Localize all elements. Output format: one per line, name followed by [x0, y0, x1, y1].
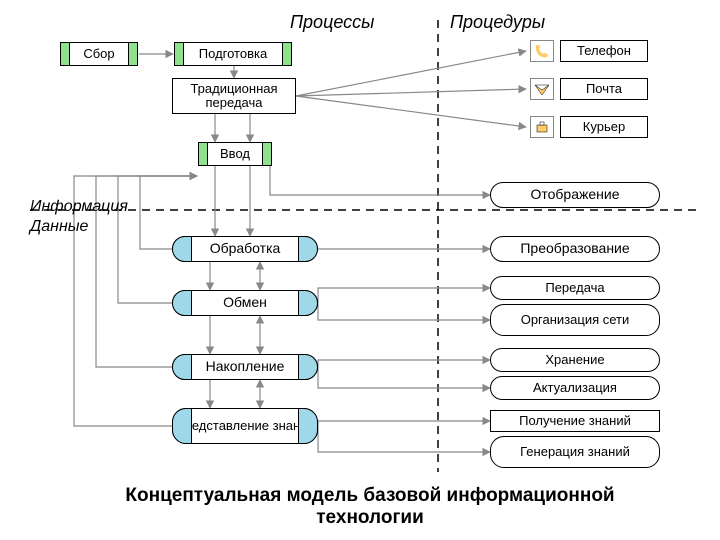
node-genznan: Генерация знаний	[490, 436, 660, 468]
node-peredacha: Передача	[490, 276, 660, 300]
arrow	[296, 96, 526, 127]
node-nakopl: Накопление	[172, 354, 318, 380]
node-obrabotka: Обработка	[172, 236, 318, 262]
node-pochta: Почта	[560, 78, 648, 100]
label-processes: Процессы	[290, 12, 374, 33]
arrow	[318, 421, 490, 426]
arrow	[318, 360, 490, 367]
label-data: Данные	[30, 218, 88, 236]
node-sbor: Сбор	[68, 42, 130, 66]
phone-icon	[530, 40, 554, 62]
mail-icon	[530, 78, 554, 100]
caption: Концептуальная модель базовой информацио…	[80, 485, 660, 529]
node-hranenie: Хранение	[490, 348, 660, 372]
arrow	[270, 166, 490, 195]
node-preobr: Преобразование	[490, 236, 660, 262]
arrow	[296, 89, 526, 96]
node-orgseti: Организация сети	[490, 304, 660, 336]
arrow	[318, 303, 490, 320]
arrow	[318, 426, 490, 452]
node-otobr: Отображение	[490, 182, 660, 208]
node-kuryer: Курьер	[560, 116, 648, 138]
node-aktual: Актуализация	[490, 376, 660, 400]
arrow	[296, 51, 526, 96]
node-polznan: Получение знаний	[490, 410, 660, 432]
node-obmen: Обмен	[172, 290, 318, 316]
label-procedures: Процедуры	[450, 12, 545, 33]
node-trad: Традиционная передача	[172, 78, 296, 114]
node-predst: Представление знаний	[172, 408, 318, 444]
label-info: Информация	[30, 198, 128, 216]
node-podgotovka: Подготовка	[182, 42, 284, 66]
node-vvod: Ввод	[206, 142, 264, 166]
arrow	[318, 288, 490, 303]
arrow	[318, 367, 490, 388]
node-telefon: Телефон	[560, 40, 648, 62]
courier-icon	[530, 116, 554, 138]
